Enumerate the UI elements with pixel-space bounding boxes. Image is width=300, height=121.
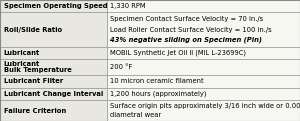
Text: 1,330 RPM: 1,330 RPM	[110, 3, 146, 9]
Text: 10 micron ceramic filament: 10 micron ceramic filament	[110, 79, 204, 84]
Text: 43% negative sliding on Specimen (Pin): 43% negative sliding on Specimen (Pin)	[110, 37, 262, 43]
Text: Load Roller Contact Surface Velocity = 100 in./s: Load Roller Contact Surface Velocity = 1…	[110, 27, 272, 33]
Text: Specimen Contact Surface Velocity = 70 in./s: Specimen Contact Surface Velocity = 70 i…	[110, 16, 263, 22]
Text: Lubricant: Lubricant	[4, 50, 40, 56]
Text: Roll/Slide Ratio: Roll/Slide Ratio	[4, 27, 62, 33]
Bar	[106, 59, 300, 75]
Bar	[0, 12, 106, 47]
Text: diametral wear: diametral wear	[110, 112, 161, 118]
Bar	[106, 100, 300, 121]
Text: Bulk Temperature: Bulk Temperature	[4, 67, 71, 73]
Bar	[106, 47, 300, 59]
Bar	[0, 75, 106, 88]
Bar	[0, 47, 106, 59]
Text: Failure Criterion: Failure Criterion	[4, 107, 66, 113]
Text: 1,200 hours (approximately): 1,200 hours (approximately)	[110, 91, 207, 97]
Bar	[0, 59, 106, 75]
Text: Lubricant Change Interval: Lubricant Change Interval	[4, 91, 103, 97]
Bar	[0, 88, 106, 100]
Bar	[106, 12, 300, 47]
Text: Lubricant: Lubricant	[4, 61, 40, 67]
Bar	[106, 75, 300, 88]
Bar	[0, 100, 106, 121]
Bar	[106, 88, 300, 100]
Text: 200 °F: 200 °F	[110, 64, 133, 70]
Bar	[106, 0, 300, 12]
Bar	[0, 0, 106, 12]
Text: Lubricant Filter: Lubricant Filter	[4, 79, 63, 84]
Text: MOBIL Synthetic Jet Oil II (MIL L-23699C): MOBIL Synthetic Jet Oil II (MIL L-23699C…	[110, 50, 246, 56]
Text: Specimen Operating Speed: Specimen Operating Speed	[4, 3, 107, 9]
Text: Surface origin pits approximately 3/16 inch wide or 0.0015 inch: Surface origin pits approximately 3/16 i…	[110, 103, 300, 109]
